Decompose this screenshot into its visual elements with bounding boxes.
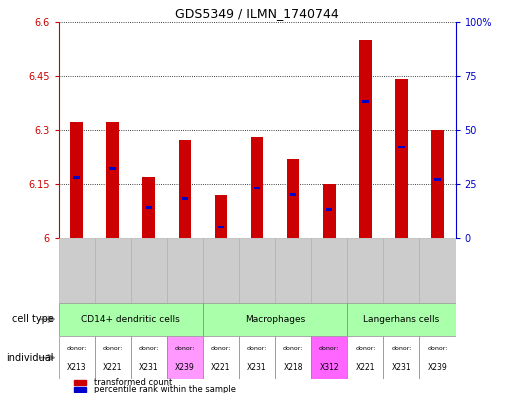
Bar bbox=[182, 197, 188, 200]
Text: donor:: donor: bbox=[247, 345, 267, 351]
Text: donor:: donor: bbox=[211, 345, 231, 351]
Text: transformed count: transformed count bbox=[94, 378, 173, 387]
Text: X231: X231 bbox=[139, 363, 159, 372]
Bar bbox=[59, 303, 203, 336]
Bar bbox=[95, 336, 131, 379]
Bar bbox=[59, 238, 95, 303]
Bar bbox=[419, 336, 456, 379]
Text: X213: X213 bbox=[67, 363, 87, 372]
Text: CD14+ dendritic cells: CD14+ dendritic cells bbox=[81, 315, 180, 324]
Title: GDS5349 / ILMN_1740744: GDS5349 / ILMN_1740744 bbox=[175, 7, 339, 20]
Bar bbox=[395, 79, 408, 238]
Text: X239: X239 bbox=[428, 363, 447, 372]
Text: donor:: donor: bbox=[138, 345, 159, 351]
Text: X231: X231 bbox=[247, 363, 267, 372]
Bar bbox=[347, 303, 456, 336]
Bar bbox=[203, 336, 239, 379]
Bar bbox=[74, 380, 87, 385]
Bar bbox=[239, 238, 275, 303]
Bar bbox=[326, 208, 332, 211]
Bar bbox=[146, 206, 152, 209]
Bar bbox=[323, 184, 335, 238]
Bar bbox=[74, 387, 87, 392]
Text: percentile rank within the sample: percentile rank within the sample bbox=[94, 385, 236, 393]
Text: donor:: donor: bbox=[428, 345, 448, 351]
Text: donor:: donor: bbox=[175, 345, 195, 351]
Bar bbox=[167, 238, 203, 303]
Text: X312: X312 bbox=[320, 363, 339, 372]
Bar bbox=[215, 195, 227, 238]
Bar bbox=[251, 137, 263, 238]
Bar bbox=[203, 303, 347, 336]
Text: X231: X231 bbox=[391, 363, 411, 372]
Bar bbox=[347, 336, 383, 379]
Text: donor:: donor: bbox=[319, 345, 340, 351]
Bar bbox=[290, 193, 296, 196]
Text: X239: X239 bbox=[175, 363, 195, 372]
Text: X218: X218 bbox=[284, 363, 303, 372]
Bar bbox=[287, 158, 299, 238]
Bar bbox=[131, 238, 167, 303]
Bar bbox=[131, 336, 167, 379]
Bar bbox=[70, 123, 83, 238]
Bar bbox=[106, 123, 119, 238]
Text: individual: individual bbox=[6, 353, 53, 363]
Bar bbox=[434, 178, 441, 181]
Bar bbox=[383, 238, 419, 303]
Bar bbox=[275, 336, 311, 379]
Text: donor:: donor: bbox=[283, 345, 303, 351]
Bar bbox=[143, 176, 155, 238]
Text: cell type: cell type bbox=[12, 314, 53, 324]
Bar bbox=[239, 336, 275, 379]
Bar bbox=[254, 187, 260, 189]
Bar bbox=[359, 40, 372, 238]
Text: Langerhans cells: Langerhans cells bbox=[363, 315, 440, 324]
Text: Macrophages: Macrophages bbox=[245, 315, 305, 324]
Bar bbox=[73, 176, 80, 179]
Bar bbox=[167, 336, 203, 379]
Bar bbox=[311, 238, 347, 303]
Bar bbox=[398, 145, 405, 149]
Bar bbox=[179, 140, 191, 238]
Bar bbox=[109, 167, 116, 170]
Bar bbox=[95, 238, 131, 303]
Bar bbox=[362, 100, 369, 103]
Bar bbox=[431, 130, 444, 238]
Bar bbox=[218, 226, 224, 228]
Bar bbox=[203, 238, 239, 303]
Text: donor:: donor: bbox=[102, 345, 123, 351]
Bar bbox=[275, 238, 311, 303]
Text: X221: X221 bbox=[103, 363, 123, 372]
Bar bbox=[383, 336, 419, 379]
Text: X221: X221 bbox=[211, 363, 231, 372]
Bar bbox=[311, 336, 347, 379]
Bar bbox=[59, 336, 95, 379]
Bar bbox=[419, 238, 456, 303]
Text: X221: X221 bbox=[356, 363, 375, 372]
Bar bbox=[347, 238, 383, 303]
Text: donor:: donor: bbox=[391, 345, 412, 351]
Text: donor:: donor: bbox=[355, 345, 376, 351]
Text: donor:: donor: bbox=[66, 345, 87, 351]
